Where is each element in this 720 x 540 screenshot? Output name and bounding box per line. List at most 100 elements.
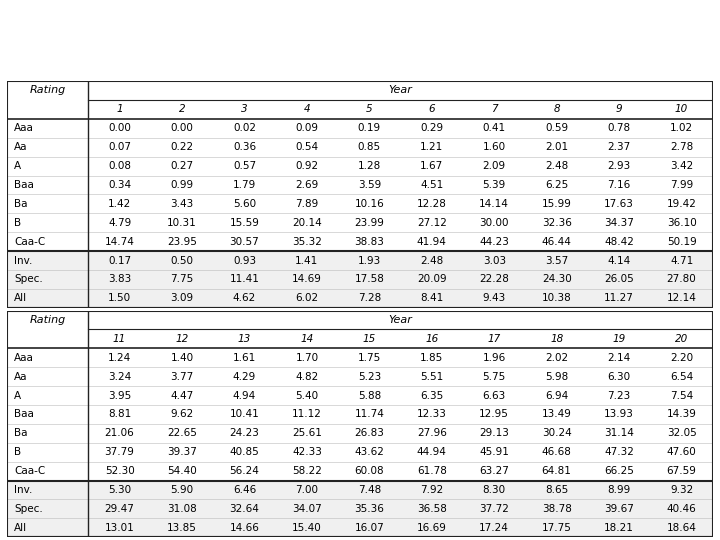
Text: 11.12: 11.12 bbox=[292, 409, 322, 420]
Text: 17.75: 17.75 bbox=[541, 523, 572, 533]
Text: 8.41: 8.41 bbox=[420, 293, 444, 303]
Text: 15.59: 15.59 bbox=[230, 218, 259, 228]
Text: 36.58: 36.58 bbox=[417, 504, 446, 514]
Text: 14.39: 14.39 bbox=[667, 409, 696, 420]
Text: 2.93: 2.93 bbox=[608, 161, 631, 171]
Text: 12.33: 12.33 bbox=[417, 409, 446, 420]
Text: 27.80: 27.80 bbox=[667, 274, 696, 285]
Text: 10.31: 10.31 bbox=[167, 218, 197, 228]
Text: 39.37: 39.37 bbox=[167, 447, 197, 457]
Text: 15: 15 bbox=[363, 334, 376, 344]
Text: 38.78: 38.78 bbox=[541, 504, 572, 514]
Text: 34.37: 34.37 bbox=[604, 218, 634, 228]
Text: 18: 18 bbox=[550, 334, 563, 344]
Text: 13.49: 13.49 bbox=[541, 409, 572, 420]
Text: 29.13: 29.13 bbox=[480, 428, 509, 438]
Text: 12: 12 bbox=[176, 334, 189, 344]
Text: 14: 14 bbox=[300, 334, 313, 344]
Text: 58.22: 58.22 bbox=[292, 466, 322, 476]
Text: 66.25: 66.25 bbox=[604, 466, 634, 476]
Text: 1.40: 1.40 bbox=[171, 353, 194, 363]
Text: Year: Year bbox=[389, 85, 413, 96]
Text: 7: 7 bbox=[491, 104, 498, 114]
Text: Rating: Rating bbox=[30, 85, 66, 96]
Text: 2: 2 bbox=[179, 104, 185, 114]
Text: A: A bbox=[14, 390, 22, 401]
Text: 5.40: 5.40 bbox=[295, 390, 318, 401]
Text: 37.72: 37.72 bbox=[480, 504, 509, 514]
Text: 13.93: 13.93 bbox=[604, 409, 634, 420]
Text: 15.40: 15.40 bbox=[292, 523, 322, 533]
Text: 0.07: 0.07 bbox=[108, 142, 131, 152]
Text: 14.66: 14.66 bbox=[230, 523, 259, 533]
Text: 44.23: 44.23 bbox=[480, 237, 509, 247]
Text: 1.70: 1.70 bbox=[295, 353, 318, 363]
Text: 5.51: 5.51 bbox=[420, 372, 444, 382]
Text: 1.41: 1.41 bbox=[295, 255, 318, 266]
Text: 4.94: 4.94 bbox=[233, 390, 256, 401]
Text: 11: 11 bbox=[113, 334, 126, 344]
Text: 2.20: 2.20 bbox=[670, 353, 693, 363]
Text: 0.19: 0.19 bbox=[358, 123, 381, 133]
Text: 26.83: 26.83 bbox=[354, 428, 384, 438]
Text: 0.00: 0.00 bbox=[171, 123, 194, 133]
Text: 4.71: 4.71 bbox=[670, 255, 693, 266]
Text: 1.02: 1.02 bbox=[670, 123, 693, 133]
Text: 10: 10 bbox=[675, 104, 688, 114]
Bar bbox=[7, 270, 713, 289]
Text: 39.67: 39.67 bbox=[604, 504, 634, 514]
Text: 1.42: 1.42 bbox=[108, 199, 131, 209]
Text: 35.32: 35.32 bbox=[292, 237, 322, 247]
Text: 43.62: 43.62 bbox=[354, 447, 384, 457]
Text: 7.54: 7.54 bbox=[670, 390, 693, 401]
Bar bbox=[7, 251, 713, 270]
Text: 4.47: 4.47 bbox=[171, 390, 194, 401]
Text: Aaa: Aaa bbox=[14, 123, 34, 133]
Text: 6.35: 6.35 bbox=[420, 390, 444, 401]
Text: 14.69: 14.69 bbox=[292, 274, 322, 285]
Text: 2.69: 2.69 bbox=[295, 180, 318, 190]
Text: 11.27: 11.27 bbox=[604, 293, 634, 303]
Text: 10.38: 10.38 bbox=[542, 293, 572, 303]
Text: 19.42: 19.42 bbox=[667, 199, 696, 209]
Text: 14.14: 14.14 bbox=[480, 199, 509, 209]
Text: 46.44: 46.44 bbox=[541, 237, 572, 247]
Text: 20.14: 20.14 bbox=[292, 218, 322, 228]
Text: 7.89: 7.89 bbox=[295, 199, 318, 209]
Text: 0.93: 0.93 bbox=[233, 255, 256, 266]
Text: 14.74: 14.74 bbox=[104, 237, 135, 247]
Text: 50.19: 50.19 bbox=[667, 237, 696, 247]
Text: 0.17: 0.17 bbox=[108, 255, 131, 266]
Text: 7.75: 7.75 bbox=[171, 274, 194, 285]
Text: 0.09: 0.09 bbox=[295, 123, 318, 133]
Text: 11.74: 11.74 bbox=[354, 409, 384, 420]
Text: 10.16: 10.16 bbox=[354, 199, 384, 209]
Text: 37.79: 37.79 bbox=[104, 447, 135, 457]
Text: 0.00: 0.00 bbox=[108, 123, 131, 133]
Text: 3.43: 3.43 bbox=[171, 199, 194, 209]
Text: 36.10: 36.10 bbox=[667, 218, 696, 228]
Text: 16.07: 16.07 bbox=[354, 523, 384, 533]
Text: Aaa: Aaa bbox=[14, 353, 34, 363]
Text: 16: 16 bbox=[426, 334, 438, 344]
Text: 17: 17 bbox=[487, 334, 501, 344]
Text: Caa-C: Caa-C bbox=[14, 237, 45, 247]
Text: 6.54: 6.54 bbox=[670, 372, 693, 382]
Text: 18.64: 18.64 bbox=[667, 523, 696, 533]
Bar bbox=[7, 481, 713, 500]
Text: 11.41: 11.41 bbox=[230, 274, 259, 285]
Text: A: A bbox=[14, 161, 22, 171]
Text: Aa: Aa bbox=[14, 372, 28, 382]
Text: 40.85: 40.85 bbox=[230, 447, 259, 457]
Text: 4.62: 4.62 bbox=[233, 293, 256, 303]
Text: 67.59: 67.59 bbox=[667, 466, 696, 476]
Text: 2.48: 2.48 bbox=[420, 255, 444, 266]
Text: 7.92: 7.92 bbox=[420, 485, 444, 495]
Text: 32.64: 32.64 bbox=[230, 504, 259, 514]
Text: 23.99: 23.99 bbox=[354, 218, 384, 228]
Text: 3.83: 3.83 bbox=[108, 274, 131, 285]
Text: 0.85: 0.85 bbox=[358, 142, 381, 152]
Text: 3.03: 3.03 bbox=[482, 255, 506, 266]
Text: 6.46: 6.46 bbox=[233, 485, 256, 495]
Text: 1.28: 1.28 bbox=[358, 161, 381, 171]
